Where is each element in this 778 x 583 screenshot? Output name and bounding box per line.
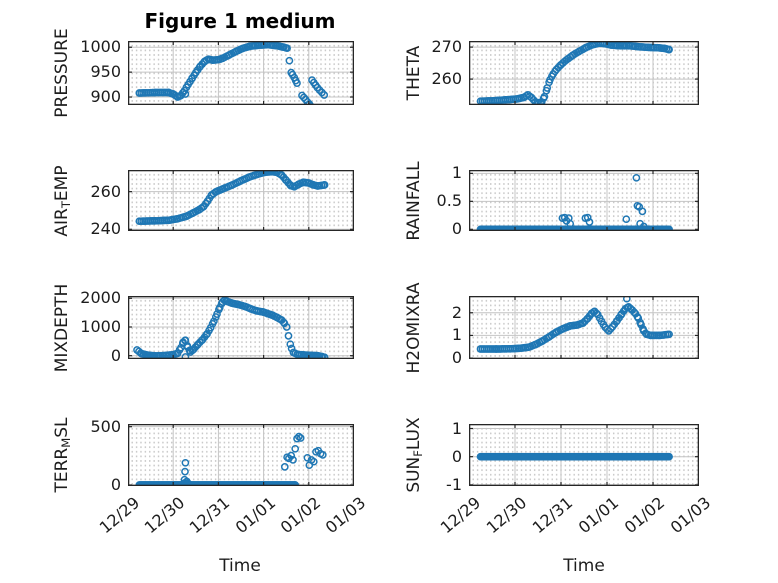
- subplot-rainfall: [469, 170, 699, 231]
- ytick-label-pressure-950: 950: [90, 62, 121, 82]
- plot-canvas-pressure: [128, 41, 354, 105]
- data-markers: [476, 41, 673, 105]
- subplot-mixdepth: [128, 296, 354, 359]
- plot-canvas-rainfall: [469, 170, 699, 231]
- ytick-label-mixdepth-2000: 2000: [80, 288, 121, 308]
- ytick-label-rainfall-0.5: 0.5: [436, 191, 462, 211]
- ytick-label-sun-flux-0: 0: [451, 446, 462, 466]
- ylabel-sun-flux: SUNFLUX: [404, 417, 426, 493]
- ytick-label-theta-270: 270: [431, 37, 462, 57]
- data-markers: [133, 296, 329, 359]
- plot-border: [128, 296, 354, 359]
- subplot-sun-flux: [469, 424, 699, 486]
- plot-canvas-air-temp: [128, 170, 354, 231]
- subplot-air-temp: [128, 170, 354, 231]
- data-markers: [476, 452, 673, 461]
- plot-canvas-terr-msl: [128, 424, 354, 486]
- ytick-label-h2omixra-0: 0: [451, 348, 462, 368]
- data-markers: [135, 170, 329, 226]
- grid-major: [469, 170, 699, 231]
- ytick-label-mixdepth-0: 0: [110, 345, 121, 365]
- ytick-label-h2omixra-2: 2: [451, 302, 462, 322]
- axis-ticks: [469, 170, 699, 231]
- plot-border: [469, 41, 699, 105]
- ytick-label-sun-flux--1: -1: [446, 474, 462, 494]
- plot-canvas-h2omixra: [469, 296, 699, 359]
- plot-canvas-theta: [469, 41, 699, 105]
- plot-border: [128, 170, 354, 231]
- plot-border: [128, 41, 354, 105]
- ytick-label-pressure-900: 900: [90, 87, 121, 107]
- ylabel-terr-msl: TERRMSL: [52, 417, 74, 493]
- ytick-label-air-temp-260: 260: [90, 181, 121, 201]
- plot-border: [128, 424, 354, 486]
- xlabel-time-left: Time: [219, 556, 261, 576]
- subplot-terr-msl: [128, 424, 354, 486]
- subplot-theta: [469, 41, 699, 105]
- ytick-label-terr-msl-0: 0: [110, 474, 121, 494]
- subplot-pressure: [128, 41, 354, 105]
- figure-title: Figure 1 medium: [144, 9, 336, 33]
- ytick-label-pressure-1000: 1000: [80, 37, 121, 57]
- plot-canvas-mixdepth: [128, 296, 354, 359]
- ytick-label-theta-260: 260: [431, 69, 462, 89]
- ytick-label-rainfall-0: 0: [451, 219, 462, 239]
- data-markers: [476, 173, 673, 231]
- xlabel-time-right: Time: [563, 556, 605, 576]
- ytick-label-mixdepth-1000: 1000: [80, 316, 121, 336]
- data-markers: [135, 41, 329, 105]
- ytick-label-air-temp-240: 240: [90, 219, 121, 239]
- subplot-h2omixra: [469, 296, 699, 359]
- data-markers: [476, 296, 673, 353]
- ytick-label-h2omixra-1: 1: [451, 325, 462, 345]
- ytick-label-rainfall-1: 1: [451, 163, 462, 183]
- plot-canvas-sun-flux: [469, 424, 699, 486]
- data-markers: [135, 432, 327, 486]
- ytick-label-sun-flux-1: 1: [451, 418, 462, 438]
- plot-border: [469, 170, 699, 231]
- ytick-label-terr-msl-500: 500: [90, 416, 121, 436]
- plot-border: [469, 424, 699, 486]
- plot-border: [469, 296, 699, 359]
